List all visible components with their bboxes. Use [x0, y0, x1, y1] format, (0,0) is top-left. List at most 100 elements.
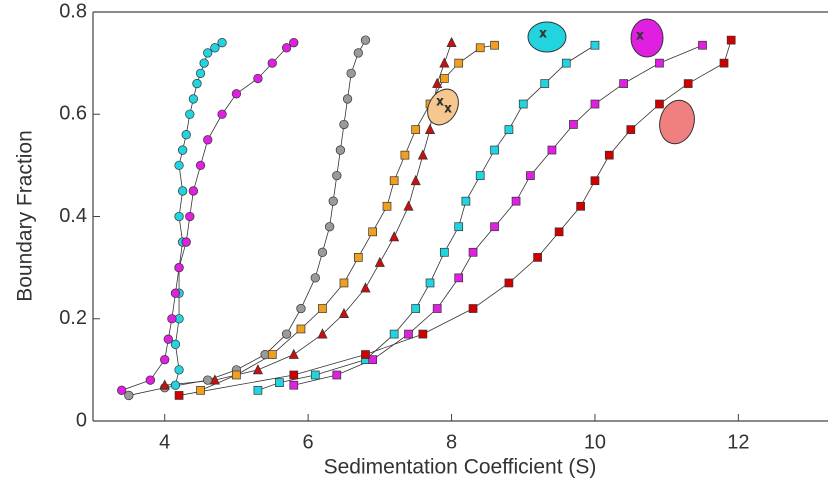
point — [389, 231, 400, 242]
point — [203, 48, 213, 58]
plot-area — [117, 35, 736, 401]
point — [411, 125, 421, 134]
point — [199, 58, 209, 68]
point — [253, 385, 263, 395]
point — [554, 227, 564, 237]
point — [490, 145, 499, 155]
series-line — [178, 39, 732, 396]
point — [281, 329, 292, 339]
point — [424, 123, 436, 134]
point — [328, 196, 338, 206]
point — [353, 48, 363, 58]
x-tick-label: 6 — [303, 431, 314, 453]
y-tick-label: 0.4 — [59, 205, 87, 227]
point — [368, 227, 378, 237]
point — [338, 307, 350, 318]
point — [561, 58, 571, 68]
series-line — [293, 44, 703, 386]
point — [310, 273, 320, 283]
point — [468, 247, 478, 257]
point — [382, 201, 392, 211]
point — [332, 370, 342, 380]
point — [360, 282, 371, 293]
point — [203, 135, 213, 145]
point — [400, 150, 410, 160]
point — [170, 380, 181, 390]
point — [160, 355, 170, 365]
point — [145, 375, 156, 385]
point — [253, 73, 263, 84]
point — [511, 196, 521, 206]
point — [590, 176, 600, 186]
point — [188, 94, 199, 104]
y-tick-label: 0.2 — [59, 307, 87, 329]
point — [440, 74, 449, 83]
point — [317, 247, 328, 257]
point — [604, 150, 614, 160]
point — [188, 186, 199, 196]
point — [163, 334, 173, 344]
point — [417, 149, 428, 160]
point — [454, 273, 464, 283]
point — [619, 79, 628, 88]
point — [289, 380, 299, 390]
point — [504, 125, 514, 134]
series-line — [121, 42, 295, 391]
point — [440, 247, 449, 257]
point — [310, 370, 320, 380]
point — [167, 314, 177, 324]
point — [468, 304, 478, 313]
point — [289, 38, 299, 48]
point — [533, 253, 542, 262]
point — [210, 43, 220, 53]
point — [360, 35, 371, 45]
point — [655, 58, 664, 68]
point — [267, 58, 277, 68]
point — [590, 99, 600, 109]
y-tick-label: 0 — [76, 409, 87, 431]
point — [318, 304, 327, 313]
point — [185, 109, 195, 119]
point — [475, 43, 485, 53]
point — [411, 304, 421, 313]
point — [174, 391, 184, 400]
point — [117, 385, 127, 395]
point — [389, 329, 399, 339]
point — [368, 355, 378, 364]
point — [159, 379, 170, 390]
point — [439, 57, 450, 68]
point — [185, 211, 195, 222]
point — [339, 119, 349, 130]
point — [170, 339, 181, 349]
point — [403, 200, 414, 211]
point — [655, 99, 664, 109]
point — [177, 186, 188, 196]
point — [196, 385, 205, 395]
svg-text:x: x — [437, 94, 443, 108]
point — [404, 329, 413, 339]
point — [547, 145, 557, 155]
point — [174, 160, 184, 171]
point — [410, 174, 421, 186]
point — [174, 262, 184, 273]
point — [177, 145, 188, 155]
point — [346, 68, 356, 78]
point — [332, 170, 342, 181]
point — [195, 68, 206, 78]
point — [490, 222, 499, 232]
point — [698, 40, 707, 50]
point — [432, 77, 443, 88]
point — [217, 109, 227, 119]
point — [296, 303, 306, 314]
point — [569, 120, 578, 129]
point — [231, 89, 242, 99]
point — [432, 304, 442, 313]
point — [526, 171, 535, 180]
point — [683, 79, 693, 88]
point — [275, 378, 284, 388]
point — [267, 350, 277, 359]
point — [174, 211, 184, 222]
svg-text:x: x — [637, 28, 643, 42]
point — [252, 364, 263, 375]
point — [389, 176, 399, 186]
